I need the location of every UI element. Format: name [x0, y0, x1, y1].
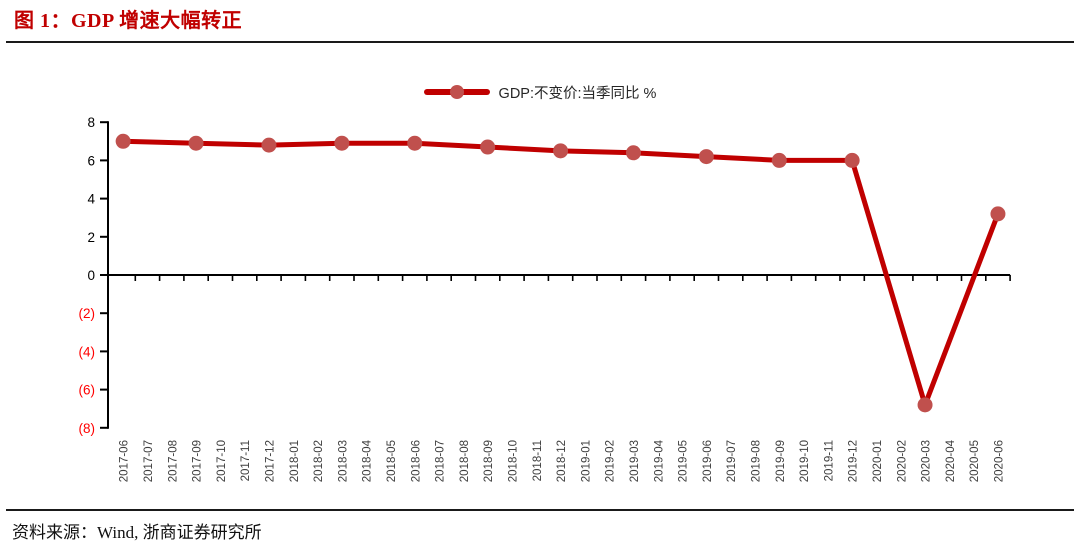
svg-text:2017-07: 2017-07	[143, 440, 155, 482]
svg-text:6: 6	[87, 153, 95, 168]
svg-text:2018-02: 2018-02	[313, 440, 325, 482]
chart-legend: GDP:不变价:当季同比 %	[0, 82, 1080, 102]
svg-text:2019-09: 2019-09	[775, 440, 787, 482]
svg-text:2018-10: 2018-10	[507, 440, 519, 482]
figure-title: 图 1：GDP 增速大幅转正	[14, 10, 243, 32]
svg-text:2019-04: 2019-04	[653, 439, 665, 482]
title-divider	[6, 41, 1074, 43]
svg-text:2017-06: 2017-06	[119, 440, 131, 482]
svg-text:2019-11: 2019-11	[823, 440, 835, 481]
svg-text:(6): (6)	[79, 383, 96, 398]
svg-text:4: 4	[87, 192, 95, 207]
svg-text:8: 8	[87, 115, 95, 130]
svg-text:2019-03: 2019-03	[629, 440, 641, 482]
svg-text:2019-07: 2019-07	[726, 440, 738, 482]
svg-text:2018-06: 2018-06	[410, 440, 422, 482]
svg-text:2019-10: 2019-10	[799, 440, 811, 482]
svg-text:2017-08: 2017-08	[167, 440, 179, 482]
svg-text:(2): (2)	[79, 306, 96, 321]
svg-text:(4): (4)	[79, 344, 96, 359]
legend-label: GDP:不变价:当季同比 %	[498, 85, 657, 102]
svg-text:2017-09: 2017-09	[192, 440, 204, 482]
svg-text:2017-11: 2017-11	[240, 440, 252, 481]
svg-text:2018-11: 2018-11	[532, 440, 544, 481]
svg-text:2018-04: 2018-04	[362, 439, 374, 482]
svg-text:2017-12: 2017-12	[264, 440, 276, 482]
svg-text:2018-08: 2018-08	[459, 440, 471, 482]
legend-dot-icon	[449, 85, 464, 99]
svg-text:2019-06: 2019-06	[702, 440, 714, 482]
svg-text:2018-05: 2018-05	[386, 440, 398, 482]
svg-text:0: 0	[87, 268, 95, 283]
svg-text:2018-07: 2018-07	[435, 440, 447, 482]
source-note: 资料来源：Wind, 浙商证券研究所	[12, 523, 262, 542]
svg-text:2020-03: 2020-03	[921, 440, 933, 482]
svg-text:2019-02: 2019-02	[605, 440, 617, 482]
svg-text:2018-03: 2018-03	[337, 440, 349, 482]
svg-text:2020-01: 2020-01	[872, 440, 884, 482]
svg-text:2018-09: 2018-09	[483, 440, 495, 482]
svg-text:2019-01: 2019-01	[580, 440, 592, 482]
svg-text:2020-06: 2020-06	[993, 440, 1005, 482]
svg-text:2020-04: 2020-04	[945, 439, 957, 482]
svg-text:2020-02: 2020-02	[896, 440, 908, 482]
svg-text:2: 2	[87, 230, 95, 245]
svg-text:2019-05: 2019-05	[678, 440, 690, 482]
legend-line-marker-icon	[423, 85, 490, 99]
svg-text:2019-12: 2019-12	[848, 440, 860, 482]
source-divider	[6, 509, 1074, 511]
svg-text:2019-08: 2019-08	[750, 440, 762, 482]
svg-text:(8): (8)	[79, 421, 96, 436]
svg-text:2018-12: 2018-12	[556, 440, 568, 482]
svg-text:2020-05: 2020-05	[969, 440, 981, 482]
svg-text:2018-01: 2018-01	[289, 440, 301, 482]
svg-text:2017-10: 2017-10	[216, 440, 228, 482]
